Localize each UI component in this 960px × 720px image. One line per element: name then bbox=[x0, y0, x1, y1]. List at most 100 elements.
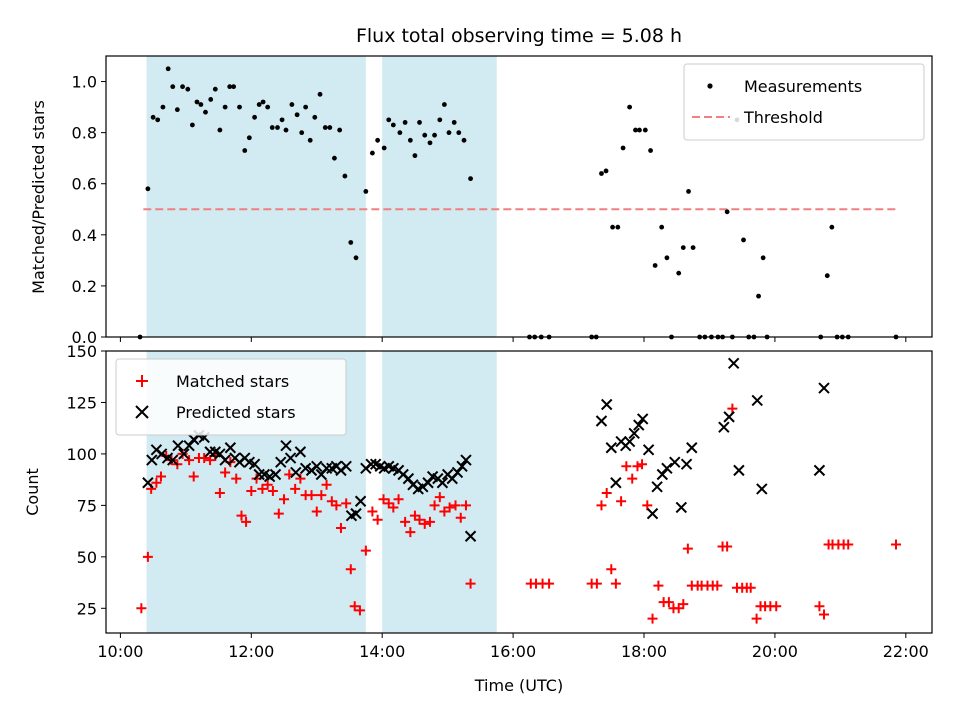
matched-stars-point bbox=[214, 488, 225, 499]
predicted-stars-point bbox=[224, 442, 237, 454]
legend-box bbox=[683, 63, 925, 141]
measurement-point bbox=[386, 117, 392, 123]
matched-stars-point bbox=[647, 613, 658, 624]
measurement-point bbox=[203, 109, 208, 115]
x-tick-label: 16:00 bbox=[490, 642, 536, 661]
measurement-point bbox=[194, 99, 200, 105]
measurement-point bbox=[441, 102, 447, 107]
top-panel: 0.0 0.2 0.4 0.6 0.8 1.0 Measurements Threshold bbox=[72, 55, 933, 347]
legend-label: Threshold bbox=[743, 108, 823, 127]
matched-stars-point bbox=[591, 578, 602, 589]
matched-stars-point bbox=[393, 494, 404, 505]
matched-stars-point bbox=[891, 539, 902, 550]
predicted-stars-point bbox=[253, 468, 265, 481]
x-tick-label: 20:00 bbox=[752, 642, 798, 661]
measurement-point bbox=[185, 86, 191, 92]
y-tick-label: 50 bbox=[77, 548, 97, 567]
measurement-point bbox=[252, 114, 257, 120]
bottom-panel: 25 50 75 100 125 150 10:00 12:00 14:00 16:00 18:00… bbox=[66, 342, 933, 661]
measurement-point bbox=[299, 130, 305, 136]
matched-stars-point bbox=[378, 494, 389, 505]
matched-stars-point bbox=[712, 580, 723, 591]
matched-stars-point bbox=[295, 473, 306, 484]
matched-stars-point bbox=[267, 485, 278, 496]
legend-label: Matched stars bbox=[176, 372, 289, 391]
measurement-point bbox=[829, 224, 835, 230]
predicted-stars-point bbox=[727, 357, 740, 370]
matched-stars-point bbox=[616, 496, 627, 507]
series-predicted-stars bbox=[142, 357, 830, 542]
matched-stars-point bbox=[745, 582, 756, 593]
measurement-point bbox=[294, 112, 300, 118]
legend-predicted-swatch bbox=[135, 405, 149, 419]
measurement-point bbox=[375, 137, 381, 143]
matched-stars-point bbox=[637, 459, 648, 470]
predicted-stars-point bbox=[680, 458, 693, 470]
matched-stars-point bbox=[279, 494, 290, 505]
measurement-point bbox=[432, 132, 437, 138]
measurement-point bbox=[150, 114, 156, 120]
measurement-point bbox=[437, 117, 443, 123]
matched-stars-point bbox=[727, 403, 738, 414]
predicted-stars-point bbox=[350, 507, 362, 520]
bottom_panel-legend: Matched stars Predicted stars bbox=[115, 358, 347, 436]
predicted-stars-point bbox=[605, 442, 617, 454]
matched-stars-point bbox=[434, 492, 445, 503]
matched-stars-point bbox=[354, 605, 365, 616]
measurement-point bbox=[170, 84, 176, 90]
legend-matched-swatch bbox=[136, 375, 148, 387]
measurement-point bbox=[312, 114, 318, 120]
matched-stars-point bbox=[349, 601, 360, 612]
matched-stars-point bbox=[372, 514, 383, 525]
x-axis-label: Time (UTC) bbox=[474, 676, 563, 695]
predicted-stars-point bbox=[623, 435, 636, 448]
measurement-point bbox=[417, 120, 422, 125]
predicted-stars-point bbox=[818, 382, 830, 394]
matched-stars-point bbox=[155, 471, 166, 482]
legend-box bbox=[115, 358, 347, 436]
measurement-point bbox=[363, 188, 369, 194]
measurement-point bbox=[353, 255, 359, 261]
matched-stars-point bbox=[596, 500, 607, 511]
x-tick-label: 18:00 bbox=[621, 642, 667, 661]
matched-stars-point bbox=[184, 455, 195, 466]
matched-stars-point bbox=[632, 461, 643, 472]
measurement-point bbox=[289, 102, 295, 107]
measurement-point bbox=[269, 125, 275, 130]
measurement-point bbox=[680, 245, 686, 250]
y-tick-label: 150 bbox=[66, 342, 97, 361]
matched-stars-point bbox=[544, 578, 555, 589]
predicted-stars-point bbox=[178, 448, 190, 460]
measurement-point bbox=[275, 125, 280, 130]
measurement-point bbox=[741, 237, 746, 243]
matched-stars-point bbox=[814, 601, 825, 612]
matched-stars-point bbox=[246, 485, 257, 496]
measurement-point bbox=[155, 117, 161, 123]
matched-stars-point bbox=[621, 461, 632, 472]
matched-stars-point bbox=[771, 601, 782, 612]
measurement-point bbox=[327, 125, 333, 130]
matched-stars-point bbox=[751, 613, 762, 624]
matched-stars-point bbox=[424, 516, 435, 527]
matched-stars-point bbox=[306, 490, 317, 501]
predicted-stars-point bbox=[340, 460, 352, 472]
predicted-stars-point bbox=[402, 472, 415, 485]
measurement-point bbox=[237, 104, 242, 110]
predicted-stars-point bbox=[280, 439, 292, 452]
predicted-stars-point bbox=[651, 481, 663, 493]
measurement-point bbox=[342, 173, 348, 179]
matched-stars-point bbox=[262, 479, 273, 490]
measurement-point bbox=[283, 127, 289, 133]
predicted-stars-point bbox=[146, 454, 158, 466]
measurement-point bbox=[180, 84, 185, 90]
measurement-point bbox=[189, 122, 195, 128]
y-tick-label: 0.8 bbox=[72, 124, 97, 143]
y-tick-label: 25 bbox=[77, 599, 97, 618]
top_panel-frame bbox=[105, 55, 933, 338]
matched-stars-point bbox=[388, 502, 399, 513]
predicted-stars-point bbox=[636, 413, 649, 425]
matched-stars-point bbox=[682, 543, 693, 554]
measurement-point bbox=[603, 168, 609, 174]
measurement-point bbox=[659, 224, 665, 230]
